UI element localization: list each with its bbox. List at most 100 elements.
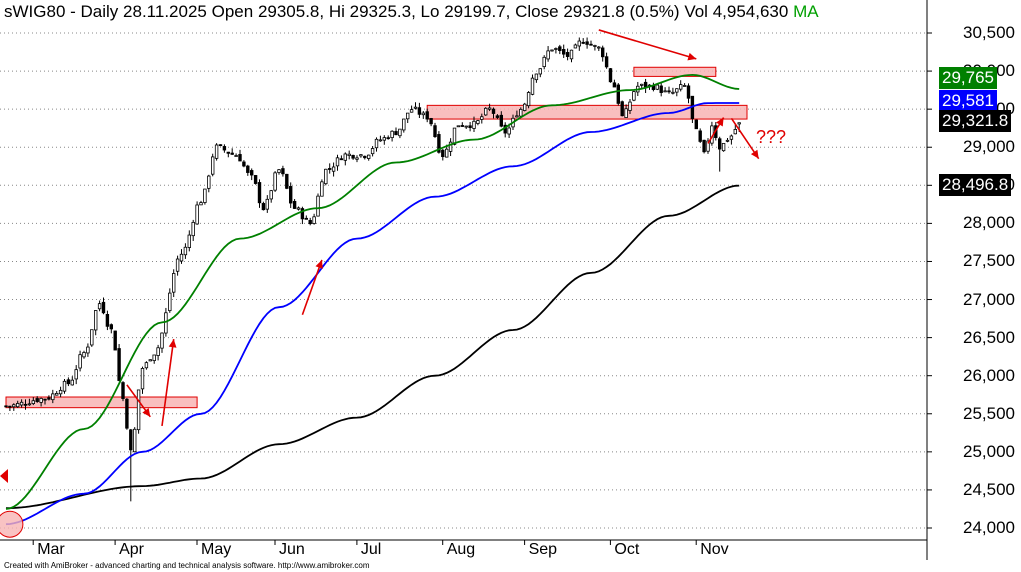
candle-body <box>347 153 351 156</box>
x-axis-ticks <box>32 540 697 545</box>
question-annotation: ??? <box>756 127 787 147</box>
candle-body <box>183 246 188 256</box>
candle-body <box>425 111 429 120</box>
x-tick-label: Oct <box>614 541 640 558</box>
candle-body <box>300 208 305 220</box>
candle-body <box>573 44 578 49</box>
trend-arrows <box>0 29 760 483</box>
candle-body <box>593 45 597 47</box>
candle-body <box>187 234 191 248</box>
candle-body <box>363 155 367 159</box>
y-axis-ticks <box>927 32 932 529</box>
candle-body <box>554 48 558 50</box>
candle-body <box>526 92 531 107</box>
candle-body <box>304 217 308 220</box>
candle-body <box>66 379 71 385</box>
candle-body <box>129 429 133 451</box>
header-ma: MA <box>793 2 819 21</box>
candle-body <box>82 352 86 358</box>
header-hi-label: Hi <box>328 2 345 21</box>
candle-body <box>542 56 546 68</box>
candle-body <box>679 84 683 90</box>
candle-body <box>39 398 43 403</box>
candle-body <box>132 428 137 453</box>
trend-arrow-head <box>750 149 759 159</box>
candle-body <box>324 168 328 185</box>
candle-body <box>234 155 238 157</box>
candle-body <box>390 130 394 139</box>
candle-body <box>195 204 199 225</box>
candle-body <box>359 154 363 157</box>
candle-body <box>339 158 344 161</box>
candle-body <box>261 203 266 211</box>
candle-body <box>8 405 12 408</box>
candle-body <box>15 403 20 408</box>
y-tick-label: 27,000 <box>963 289 1015 309</box>
candle-body <box>214 144 219 159</box>
resistance-zone <box>5 396 198 409</box>
candle-body <box>101 301 106 314</box>
moving-averages <box>0 73 740 538</box>
candle-body <box>4 405 8 408</box>
candle-body <box>257 182 262 204</box>
candle-body <box>686 85 691 99</box>
y-tick-label: 24,500 <box>963 479 1015 499</box>
header-symbol: sWIG80 <box>4 2 66 21</box>
candle-body <box>249 170 254 176</box>
candle-body <box>242 161 246 167</box>
candle-body <box>316 195 320 217</box>
header-lo: 29199.7 <box>444 2 506 21</box>
candle-body <box>355 157 359 160</box>
candle-body <box>433 125 437 138</box>
candle-body <box>499 114 503 127</box>
candle-body <box>729 135 734 140</box>
y-tick-label: 27,500 <box>963 251 1015 271</box>
y-tick-label: 29,000 <box>963 137 1015 157</box>
candle-body <box>429 118 433 125</box>
candle-body <box>487 107 492 110</box>
candle-body <box>55 393 59 396</box>
candle-body <box>265 198 269 210</box>
candle-body <box>460 125 464 127</box>
candle-body <box>47 397 51 400</box>
header-change: (0.5%) <box>629 2 680 21</box>
candle-body <box>226 151 230 154</box>
header-open-label: Open <box>211 2 254 21</box>
candle-body <box>534 73 539 81</box>
candle-body <box>507 127 511 135</box>
candle-body <box>207 175 211 189</box>
candle-body <box>292 200 297 209</box>
candle-body <box>156 347 160 356</box>
candle-body <box>43 398 47 401</box>
candle-body <box>179 253 184 262</box>
x-tick-label: Mar <box>37 541 65 558</box>
candle-body <box>97 303 102 310</box>
candle-body <box>210 156 215 175</box>
candle-body <box>394 131 398 136</box>
resistance-zone <box>633 66 717 77</box>
candle-body <box>495 115 500 118</box>
candle-body <box>725 139 730 142</box>
trend-arrow-shaft <box>301 259 323 316</box>
candle-body <box>562 49 566 55</box>
candle-body <box>136 389 141 431</box>
candle-body <box>706 140 710 152</box>
candle-body <box>152 354 156 361</box>
x-tick-label: Sep <box>528 541 558 558</box>
candle-body <box>370 148 375 155</box>
y-tick-label: 26,500 <box>963 327 1015 347</box>
candle-body <box>612 82 617 88</box>
candle-body <box>597 46 601 49</box>
candle-body <box>659 85 663 93</box>
candle-body <box>230 152 234 155</box>
candle-body <box>199 202 203 206</box>
candle-body <box>523 103 527 111</box>
candle-body <box>144 362 149 369</box>
candle-body <box>616 84 620 104</box>
candle-body <box>277 169 281 173</box>
x-tick-label: Nov <box>700 541 729 558</box>
resistance-zone <box>426 104 748 120</box>
candle-body <box>468 125 472 129</box>
candle-body <box>417 107 422 115</box>
candle-body <box>238 154 242 162</box>
